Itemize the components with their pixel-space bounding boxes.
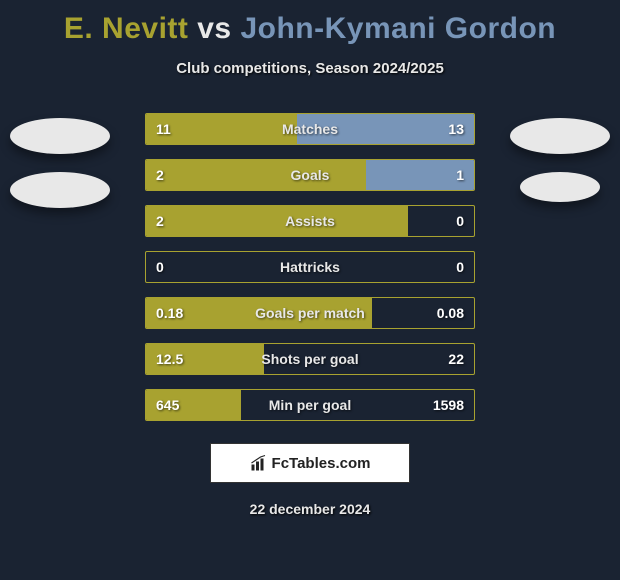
stat-label: Hattricks (146, 252, 474, 282)
stat-bar: Min per goal645 1598 (145, 389, 475, 421)
fctables-logo[interactable]: FcTables.com (210, 443, 410, 483)
player1-avatar-col (0, 118, 120, 208)
subtitle: Club competitions, Season 2024/2025 (0, 60, 620, 77)
chart-icon (250, 454, 268, 472)
stat-label: Goals (146, 160, 474, 190)
player1-name: E. Nevitt (64, 12, 189, 45)
player2-club-placeholder (520, 172, 600, 202)
date-text: 22 december 2024 (0, 501, 620, 517)
stat-value-left: 11 (156, 114, 171, 144)
stat-bar: Shots per goal12.5 22 (145, 343, 475, 375)
stat-value-left: 12.5 (156, 344, 183, 374)
stat-label: Goals per match (146, 298, 474, 328)
stat-value-left: 2 (156, 206, 164, 236)
stat-value-right: 13 (448, 114, 464, 144)
stat-value-right: 1 (456, 160, 464, 190)
stat-value-right: 0 (456, 252, 464, 282)
stat-bar: Hattricks0 0 (145, 251, 475, 283)
stat-bar: Assists2 0 (145, 205, 475, 237)
vs-text: vs (197, 12, 231, 45)
player1-club-placeholder (10, 172, 110, 208)
logo-text: FcTables.com (272, 455, 371, 472)
stat-value-left: 645 (156, 390, 179, 420)
stat-value-right: 1598 (433, 390, 464, 420)
stat-value-right: 0.08 (437, 298, 464, 328)
stat-value-right: 22 (448, 344, 464, 374)
stat-bar: Goals2 1 (145, 159, 475, 191)
stat-value-right: 0 (456, 206, 464, 236)
player2-avatar-col (500, 118, 620, 202)
stat-label: Assists (146, 206, 474, 236)
stat-bars: Matches1113Goals21Assists20Hattricks00Go… (145, 113, 475, 421)
stat-label: Matches (146, 114, 474, 144)
stat-bar: Goals per match0.18 0.08 (145, 297, 475, 329)
stat-label: Min per goal (146, 390, 474, 420)
stat-value-left: 0.18 (156, 298, 183, 328)
player1-photo-placeholder (10, 118, 110, 154)
stat-value-left: 0 (156, 252, 164, 282)
stat-label: Shots per goal (146, 344, 474, 374)
comparison-title: E. Nevitt vs John-Kymani Gordon (0, 0, 620, 46)
stat-bar: Matches11 13 (145, 113, 475, 145)
player2-photo-placeholder (510, 118, 610, 154)
stat-value-left: 2 (156, 160, 164, 190)
player2-name: John-Kymani Gordon (240, 12, 556, 45)
